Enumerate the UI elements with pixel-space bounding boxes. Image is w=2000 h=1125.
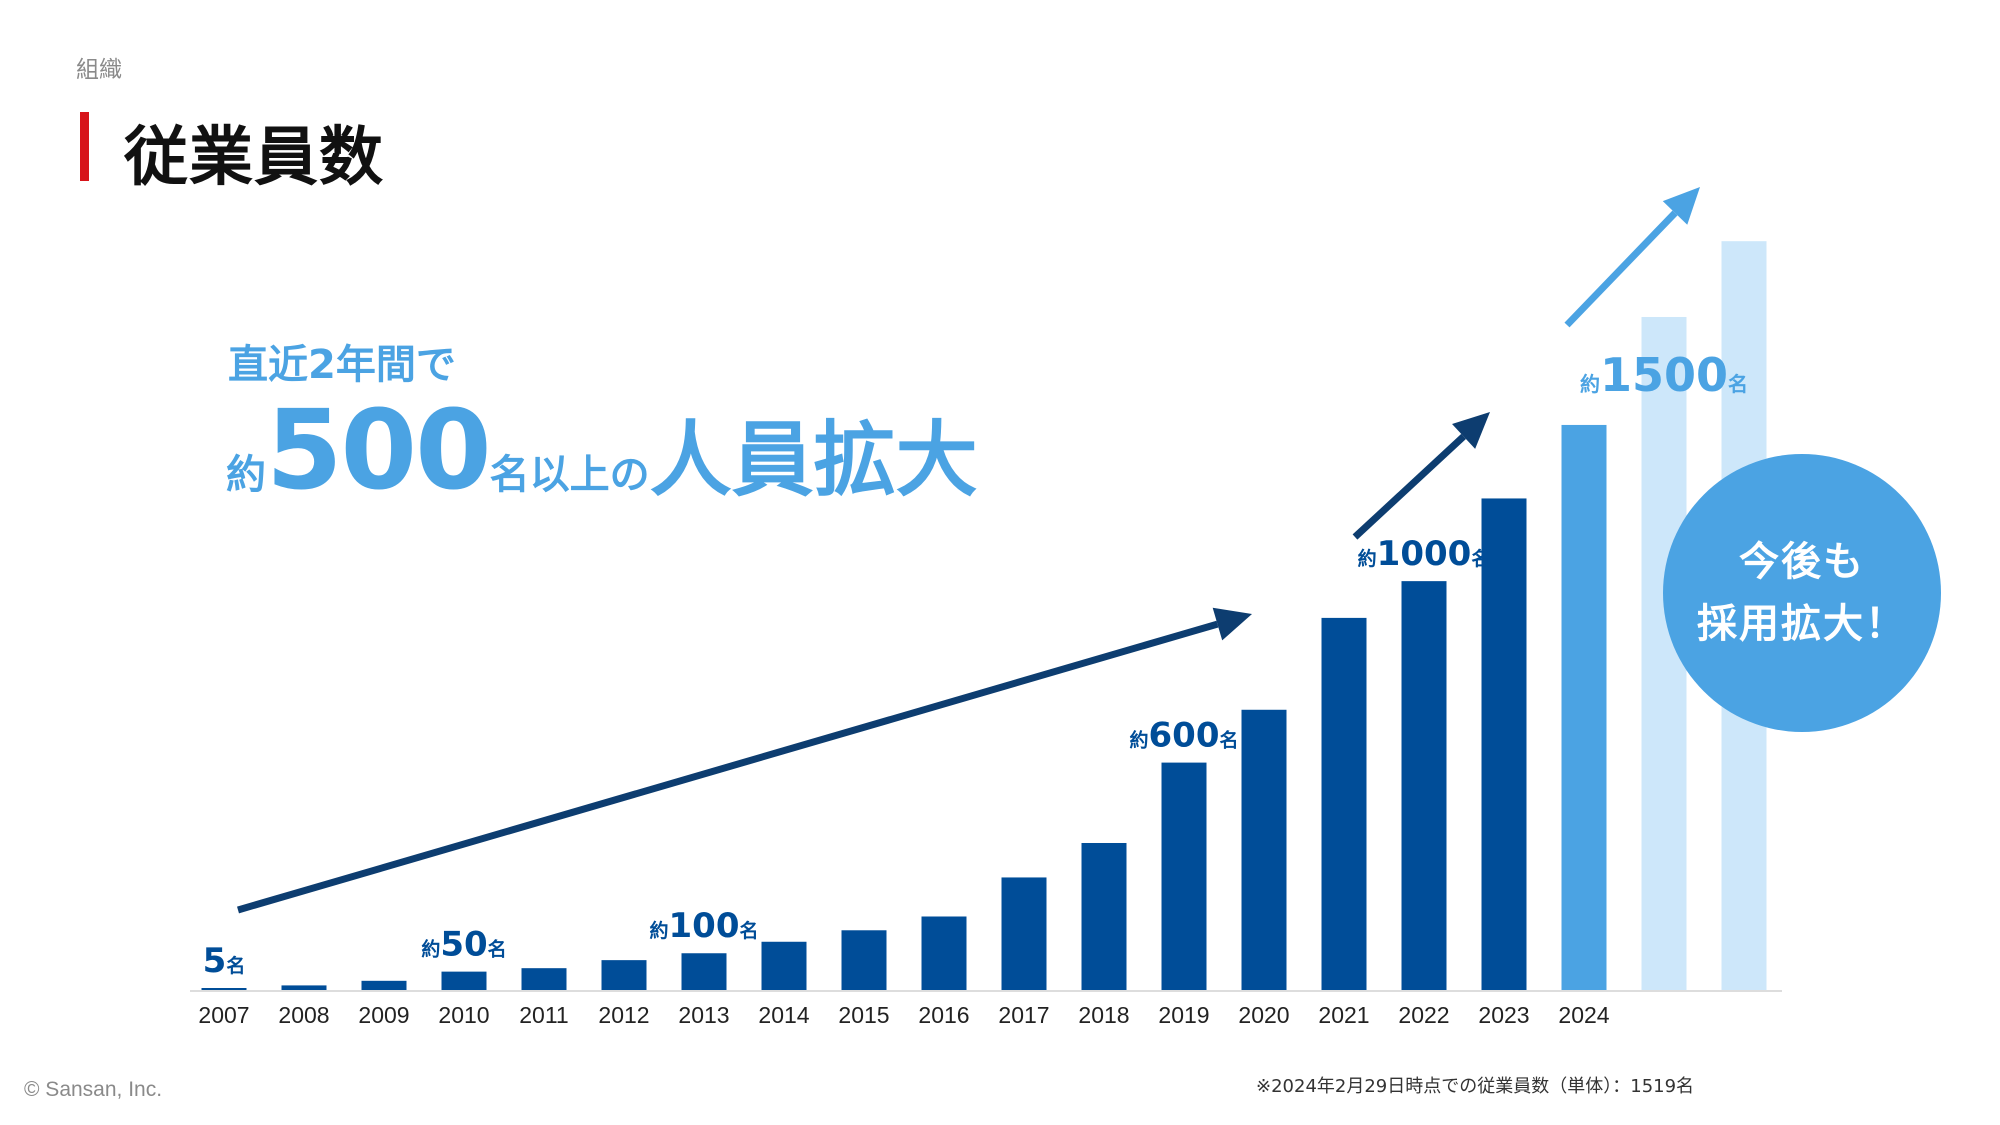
data-label-6: 約100名 xyxy=(649,906,758,946)
tick-label-2014: 2014 xyxy=(758,1002,809,1028)
hiring-bubble: 今後も 採用拡大！ xyxy=(1663,454,1941,732)
bar-2015 xyxy=(841,930,887,990)
bar-2013 xyxy=(681,953,727,990)
footnote: ※2024年2月29日時点での従業員数（単体）：1519名 xyxy=(1256,1076,1695,1097)
headline-emphasis: 人員拡大 xyxy=(649,413,978,508)
bar-2023 xyxy=(1481,498,1527,990)
tick-label-2012: 2012 xyxy=(598,1002,649,1028)
title-accent-bar xyxy=(80,112,89,181)
headline-number: 500 xyxy=(266,386,492,514)
growth-arrow-recent-shaft xyxy=(1352,433,1466,540)
tick-label-2021: 2021 xyxy=(1318,1002,1369,1028)
tick-label-2013: 2013 xyxy=(678,1002,729,1028)
bar-2008 xyxy=(281,985,327,990)
bar-2009 xyxy=(361,980,407,990)
bar-2011 xyxy=(521,968,567,990)
tick-label-2024: 2024 xyxy=(1558,1002,1609,1028)
growth-arrow-recent-head xyxy=(1452,412,1490,449)
bar-2022 xyxy=(1401,581,1447,990)
tick-label-2015: 2015 xyxy=(838,1002,889,1028)
tick-label-2019: 2019 xyxy=(1158,1002,1209,1028)
tick-label-2009: 2009 xyxy=(358,1002,409,1028)
growth-arrow-long-shaft xyxy=(237,620,1219,914)
data-label-0: 5名 xyxy=(203,941,246,981)
data-label-18: 約1500名 xyxy=(1580,348,1748,402)
section-label: 組織 xyxy=(76,57,122,83)
tick-label-2007: 2007 xyxy=(198,1002,249,1028)
tick-label-2022: 2022 xyxy=(1398,1002,1449,1028)
growth-arrow-future-shaft xyxy=(1564,210,1678,328)
bar-2024 xyxy=(1561,424,1607,991)
bar-2020 xyxy=(1241,709,1287,990)
growth-arrow-long-head xyxy=(1212,607,1252,641)
growth-arrow-future-head xyxy=(1662,187,1700,225)
bubble-line2: 採用拡大！ xyxy=(1697,601,1907,647)
data-label-12: 約600名 xyxy=(1129,716,1238,756)
bar-2021 xyxy=(1321,617,1367,990)
headline-line2: 約500名以上の人員拡大 xyxy=(226,395,978,505)
bar-2016 xyxy=(921,916,967,990)
tick-label-2008: 2008 xyxy=(278,1002,329,1028)
tick-label-2020: 2020 xyxy=(1238,1002,1289,1028)
bubble-line1: 今後も xyxy=(1739,539,1865,585)
tick-label-2011: 2011 xyxy=(519,1002,568,1028)
bar-2018 xyxy=(1081,842,1127,990)
tick-label-2017: 2017 xyxy=(998,1002,1049,1028)
tick-label-2016: 2016 xyxy=(918,1002,969,1028)
tick-label-2010: 2010 xyxy=(438,1002,489,1028)
headline-prefix: 約 xyxy=(226,452,266,498)
page-title: 従業員数 xyxy=(124,121,384,195)
headline-line1: 直近2年間で xyxy=(228,342,456,388)
data-label-15: 約1000名 xyxy=(1358,534,1491,574)
bar-2007 xyxy=(201,988,247,990)
bar-2019 xyxy=(1161,762,1207,990)
bar-2012 xyxy=(601,960,647,990)
headline-middle: 名以上の xyxy=(489,452,650,498)
tick-label-2018: 2018 xyxy=(1078,1002,1129,1028)
bar-2017 xyxy=(1001,877,1047,990)
bar-2010 xyxy=(441,971,487,990)
tick-label-2023: 2023 xyxy=(1478,1002,1529,1028)
copyright: © Sansan, Inc. xyxy=(24,1078,163,1101)
data-label-3: 約50名 xyxy=(421,925,506,965)
bar-2014 xyxy=(761,941,807,990)
